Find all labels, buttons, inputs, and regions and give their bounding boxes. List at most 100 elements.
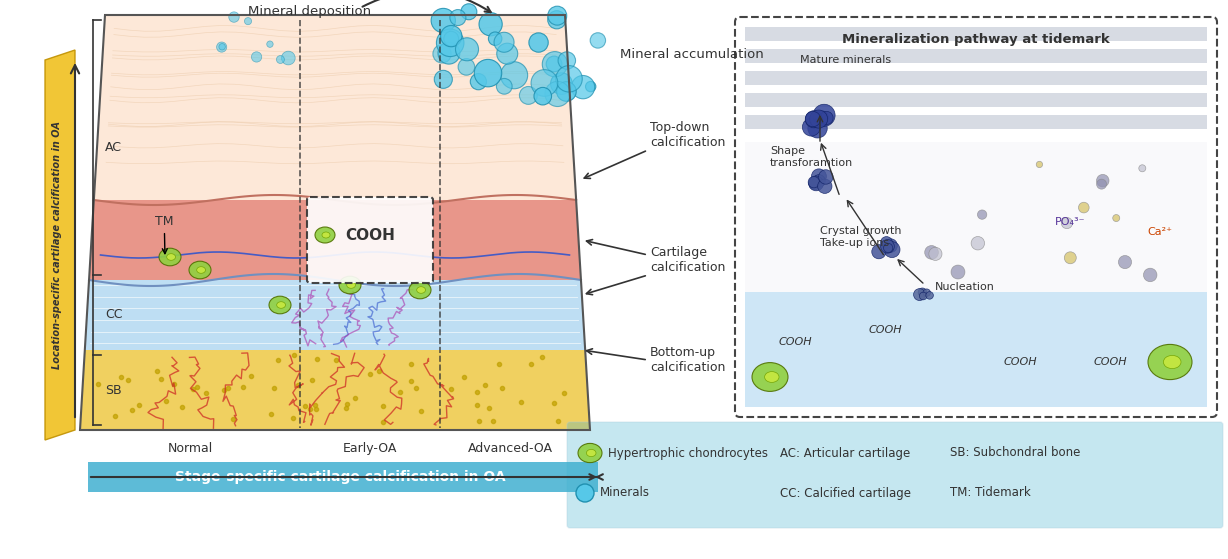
Circle shape xyxy=(449,10,465,26)
Polygon shape xyxy=(93,15,576,200)
Text: TM: TM xyxy=(155,215,173,254)
Text: SB: SB xyxy=(106,383,122,396)
Circle shape xyxy=(884,239,898,253)
Circle shape xyxy=(474,59,502,87)
Polygon shape xyxy=(45,50,75,440)
Circle shape xyxy=(815,111,829,124)
FancyBboxPatch shape xyxy=(745,49,1207,63)
FancyBboxPatch shape xyxy=(745,115,1207,129)
Text: Shape
transforamtion: Shape transforamtion xyxy=(770,146,853,168)
Ellipse shape xyxy=(158,248,181,266)
Circle shape xyxy=(1065,252,1076,264)
FancyArrowPatch shape xyxy=(71,65,79,417)
Circle shape xyxy=(529,33,548,52)
Circle shape xyxy=(813,105,835,126)
Circle shape xyxy=(489,32,502,45)
Ellipse shape xyxy=(409,281,431,299)
Text: Top-down
calcification: Top-down calcification xyxy=(650,121,726,149)
Circle shape xyxy=(925,245,938,259)
Circle shape xyxy=(266,41,273,48)
Ellipse shape xyxy=(765,372,779,382)
Circle shape xyxy=(880,236,893,248)
Circle shape xyxy=(1143,268,1157,282)
FancyBboxPatch shape xyxy=(88,462,598,492)
Text: TM: Tidemark: TM: Tidemark xyxy=(950,486,1030,500)
Text: COOH: COOH xyxy=(345,228,395,243)
Text: AC: AC xyxy=(106,141,122,154)
Text: COOH: COOH xyxy=(1093,357,1127,367)
Circle shape xyxy=(809,110,828,128)
Text: Hypertrophic chondrocytes: Hypertrophic chondrocytes xyxy=(608,447,768,459)
Ellipse shape xyxy=(339,276,361,294)
Text: COOH: COOH xyxy=(779,337,812,347)
Circle shape xyxy=(920,292,927,300)
Circle shape xyxy=(433,45,451,63)
FancyBboxPatch shape xyxy=(307,197,433,283)
Text: AC: Articular cartilage: AC: Articular cartilage xyxy=(780,447,910,459)
Circle shape xyxy=(914,288,926,301)
Ellipse shape xyxy=(587,449,596,457)
Circle shape xyxy=(276,55,285,64)
Ellipse shape xyxy=(346,282,355,288)
FancyBboxPatch shape xyxy=(745,71,1207,85)
Circle shape xyxy=(1138,165,1146,172)
Text: Nucleation: Nucleation xyxy=(935,282,995,292)
Circle shape xyxy=(950,265,965,279)
Circle shape xyxy=(497,43,518,64)
Text: CC: CC xyxy=(106,309,123,321)
Circle shape xyxy=(808,177,819,188)
Circle shape xyxy=(586,82,596,92)
Text: Ca²⁺: Ca²⁺ xyxy=(1147,227,1173,237)
Ellipse shape xyxy=(189,261,211,279)
Circle shape xyxy=(812,169,826,184)
Text: Mineralization pathway at tidemark: Mineralization pathway at tidemark xyxy=(842,34,1110,46)
Circle shape xyxy=(431,8,456,32)
Circle shape xyxy=(534,87,551,105)
Circle shape xyxy=(546,56,562,72)
Text: COOH: COOH xyxy=(868,325,901,335)
Circle shape xyxy=(244,17,252,25)
FancyBboxPatch shape xyxy=(736,17,1217,417)
Circle shape xyxy=(558,52,576,69)
Text: COOH: COOH xyxy=(1003,357,1036,367)
Text: SB: Subchondral bone: SB: Subchondral bone xyxy=(950,447,1081,459)
Ellipse shape xyxy=(752,363,788,391)
Circle shape xyxy=(971,236,985,250)
Polygon shape xyxy=(90,200,581,280)
Circle shape xyxy=(571,75,594,99)
Circle shape xyxy=(281,51,295,65)
Ellipse shape xyxy=(269,296,291,314)
Circle shape xyxy=(494,32,515,53)
Circle shape xyxy=(441,26,462,47)
Circle shape xyxy=(977,210,987,219)
Circle shape xyxy=(556,65,582,92)
Circle shape xyxy=(1036,162,1043,168)
Text: Stage-specific cartilage calcification in OA: Stage-specific cartilage calcification i… xyxy=(174,470,505,484)
Circle shape xyxy=(1113,215,1120,221)
Circle shape xyxy=(219,44,226,50)
Circle shape xyxy=(809,177,822,190)
Circle shape xyxy=(252,52,262,62)
Polygon shape xyxy=(80,350,589,430)
Text: CC: Calcified cartilage: CC: Calcified cartilage xyxy=(780,486,911,500)
Ellipse shape xyxy=(578,443,602,463)
Circle shape xyxy=(1097,179,1106,189)
Circle shape xyxy=(438,42,459,64)
Circle shape xyxy=(460,4,476,20)
Circle shape xyxy=(496,78,512,94)
Circle shape xyxy=(479,13,502,36)
Circle shape xyxy=(556,82,576,101)
Circle shape xyxy=(872,245,885,259)
Circle shape xyxy=(530,70,558,96)
Circle shape xyxy=(456,38,479,61)
Circle shape xyxy=(216,42,227,52)
Text: Advanced-OA: Advanced-OA xyxy=(468,442,553,455)
Circle shape xyxy=(928,247,942,260)
FancyBboxPatch shape xyxy=(745,142,1207,292)
Circle shape xyxy=(458,59,475,75)
Circle shape xyxy=(806,111,820,127)
Circle shape xyxy=(802,118,820,136)
Text: Cartilage
calcification: Cartilage calcification xyxy=(650,246,726,274)
Circle shape xyxy=(808,119,828,138)
Circle shape xyxy=(1061,217,1072,229)
